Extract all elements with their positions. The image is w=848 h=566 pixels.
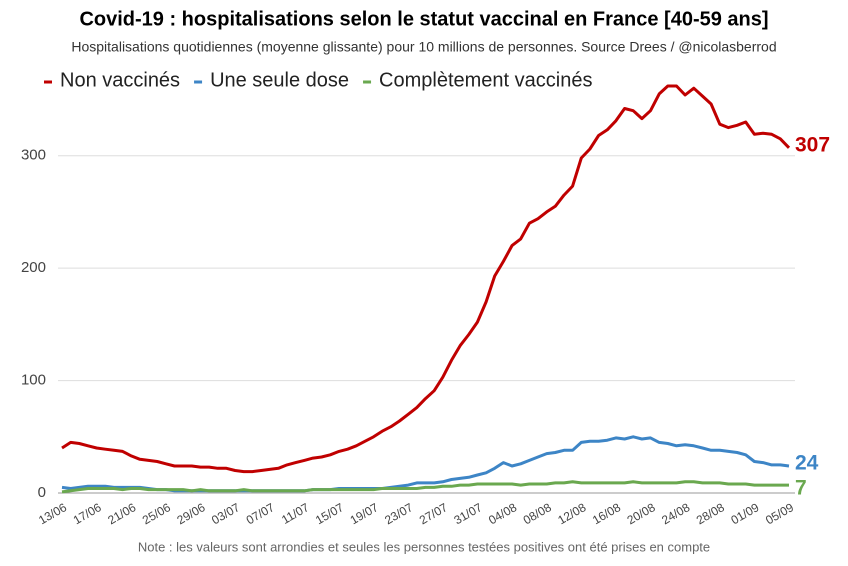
x-tick-label: 13/06 <box>36 500 69 527</box>
x-tick-label: 03/07 <box>209 500 242 527</box>
x-tick-label: 08/08 <box>521 500 554 527</box>
x-tick-label: 15/07 <box>313 500 346 527</box>
x-tick-label: 29/06 <box>175 500 208 527</box>
legend-label: Une seule dose <box>210 69 349 91</box>
chart-note: Note : les valeurs sont arrondies et seu… <box>138 539 710 554</box>
end-label: 307 <box>795 133 830 156</box>
x-tick-label: 31/07 <box>452 500 485 527</box>
y-tick-label: 300 <box>21 147 46 164</box>
line-series <box>61 84 791 474</box>
x-tick-label: 20/08 <box>625 500 658 527</box>
x-tick-label: 17/06 <box>71 500 104 527</box>
x-tick-label: 16/08 <box>590 500 623 527</box>
x-tick-label: 05/09 <box>763 500 796 527</box>
end-label: 7 <box>795 477 807 500</box>
x-tick-label: 01/09 <box>728 500 761 527</box>
x-tick-label: 12/08 <box>555 500 588 527</box>
end-label: 24 <box>795 452 819 475</box>
line-series <box>61 480 789 494</box>
legend-label: Complètement vaccinés <box>379 69 592 91</box>
x-tick-label: 21/06 <box>105 500 138 527</box>
x-tick-label: 27/07 <box>417 500 450 527</box>
chart-title: Covid-19 : hospitalisations selon le sta… <box>79 8 768 30</box>
x-tick-label: 24/08 <box>659 500 692 527</box>
x-tick-label: 23/07 <box>382 500 415 527</box>
x-tick-label: 07/07 <box>244 500 277 527</box>
y-tick-label: 0 <box>38 484 46 501</box>
x-tick-label: 25/06 <box>140 500 173 527</box>
x-tick-label: 28/08 <box>694 500 727 527</box>
x-tick-label: 11/07 <box>279 500 312 527</box>
legend-label: Non vaccinés <box>60 69 180 91</box>
y-tick-label: 100 <box>21 372 46 389</box>
chart-subtitle: Hospitalisations quotidiennes (moyenne g… <box>71 39 776 55</box>
x-tick-label: 19/07 <box>348 500 381 527</box>
x-tick-label: 04/08 <box>486 500 519 527</box>
y-tick-label: 200 <box>21 259 46 276</box>
